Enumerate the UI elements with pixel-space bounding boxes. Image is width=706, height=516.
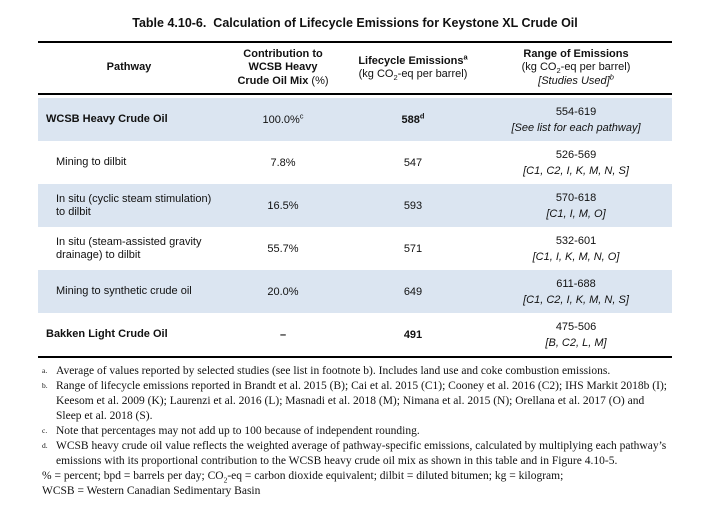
contribution-cell: 55.7% <box>267 242 299 255</box>
contribution-cell: 100.0%c <box>262 110 304 126</box>
studies-used: [See list for each pathway] <box>511 121 641 134</box>
table-body: WCSB Heavy Crude Oil 100.0%c 588d 554-61… <box>38 95 672 356</box>
studies-used: [C1, I, K, M, N, O] <box>532 250 620 263</box>
row-in-situ-cyclic-steam: In situ (cyclic steam stimulation) to di… <box>38 184 672 227</box>
header-lifecycle-units: (kg CO2-eq per barrel) <box>358 68 468 83</box>
footnote-b: b. Range of lifecycle emissions reported… <box>42 379 672 424</box>
row-mining-to-dilbit: Mining to dilbit 7.8% 547 526-569 [C1, C2… <box>38 141 672 184</box>
range-value: 554-619 <box>555 105 597 118</box>
abbreviations: % = percent; bpd = barrels per day; CO2-… <box>42 469 672 499</box>
studies-used: [C1, C2, I, K, M, N, S] <box>523 293 629 306</box>
contribution-cell: – <box>279 328 287 341</box>
emissions-cell: 491 <box>403 328 423 341</box>
contribution-cell: 16.5% <box>267 199 299 212</box>
footnote-marker: d. <box>42 441 48 450</box>
emissions-cell: 649 <box>403 285 423 298</box>
studies-used: [C1, C2, I, K, M, N, S] <box>523 164 629 177</box>
table-title: Table 4.10-6. Calculation of Lifecycle E… <box>132 16 578 30</box>
row-bakken-light-crude-oil: Bakken Light Crude Oil – 491 475-506 [B, … <box>38 313 672 356</box>
header-contribution-line2: WCSB Heavy <box>248 61 318 74</box>
range-cell: 475-506 [B, C2, L, M] <box>480 319 672 351</box>
pathway-cell: Mining to dilbit <box>56 156 127 168</box>
footnote-marker: b. <box>42 381 48 390</box>
range-value: 532-601 <box>555 234 597 247</box>
emissions-table: Pathway Contribution to WCSB Heavy Crude… <box>38 41 672 358</box>
range-value: 611-688 <box>556 277 596 290</box>
row-wcsb-heavy-crude-oil: WCSB Heavy Crude Oil 100.0%c 588d 554-61… <box>38 98 672 141</box>
studies-used: [C1, I, M, O] <box>546 207 606 220</box>
table-header-row: Pathway Contribution to WCSB Heavy Crude… <box>38 43 672 95</box>
footnote-d: d. WCSB heavy crude oil value reflects t… <box>42 439 672 469</box>
header-pathway: Pathway <box>38 43 220 93</box>
row-in-situ-sagd: In situ (steam-assisted gravity drainage… <box>38 227 672 270</box>
header-range-units: (kg CO2-eq per barrel) <box>521 61 631 76</box>
header-range-title: Range of Emissions <box>523 47 629 60</box>
header-lifecycle-title: Lifecycle Emissionsa <box>358 51 468 67</box>
range-value: 526-569 <box>555 148 597 161</box>
pathway-cell: WCSB Heavy Crude Oil <box>46 113 168 125</box>
emissions-cell: 547 <box>403 156 423 169</box>
contribution-cell: 7.8% <box>270 156 296 169</box>
emissions-cell: 593 <box>403 199 423 212</box>
range-cell: 532-601 [C1, I, K, M, N, O] <box>480 233 672 265</box>
range-value: 570-618 <box>555 191 597 204</box>
footnote-text: Note that percentages may not add up to … <box>56 425 420 437</box>
range-value: 475-506 <box>555 320 597 333</box>
row-mining-to-synthetic-crude: Mining to synthetic crude oil 20.0% 649 … <box>38 270 672 313</box>
range-cell: 570-618 [C1, I, M, O] <box>480 190 672 222</box>
pathway-cell: In situ (cyclic steam stimulation) to di… <box>56 192 212 218</box>
footnote-c: c. Note that percentages may not add up … <box>42 424 672 439</box>
footnote-text: Range of lifecycle emissions reported in… <box>56 380 667 422</box>
header-range-of-emissions: Range of Emissions (kg CO2-eq per barrel… <box>480 43 672 93</box>
footnote-marker: c. <box>42 426 48 435</box>
pathway-cell: Bakken Light Crude Oil <box>46 328 168 340</box>
abbreviations-line-1: % = percent; bpd = barrels per day; CO2-… <box>42 470 564 485</box>
emissions-cell: 571 <box>403 242 423 255</box>
header-contribution-line3: Crude Oil Mix (%) <box>237 74 329 87</box>
emissions-cell: 588d <box>401 110 425 126</box>
footnote-text: WCSB heavy crude oil value reflects the … <box>56 440 667 467</box>
contribution-cell: 20.0% <box>267 285 299 298</box>
header-lifecycle-emissions: Lifecycle Emissionsa (kg CO2-eq per barr… <box>346 43 480 93</box>
pathway-cell: Mining to synthetic crude oil <box>56 285 192 297</box>
range-cell: 611-688 [C1, C2, I, K, M, N, S] <box>480 276 672 308</box>
header-contribution-line1: Contribution to <box>243 47 323 60</box>
studies-used: [B, C2, L, M] <box>545 336 607 349</box>
footnote-marker: a. <box>42 366 48 375</box>
range-cell: 526-569 [C1, C2, I, K, M, N, S] <box>480 147 672 179</box>
header-studies-used: [Studies Used]b <box>538 72 614 87</box>
footnotes: a. Average of values reported by selecte… <box>42 364 672 469</box>
footnote-a: a. Average of values reported by selecte… <box>42 364 672 379</box>
range-cell: 554-619 [See list for each pathway] <box>480 104 672 136</box>
pathway-cell: In situ (steam-assisted gravity drainage… <box>56 235 202 261</box>
header-pathway-label: Pathway <box>106 61 152 74</box>
header-contribution: Contribution to WCSB Heavy Crude Oil Mix… <box>220 43 346 93</box>
footnote-text: Average of values reported by selected s… <box>56 365 611 377</box>
abbreviations-line-2: WCSB = Western Canadian Sedimentary Basi… <box>42 485 261 497</box>
